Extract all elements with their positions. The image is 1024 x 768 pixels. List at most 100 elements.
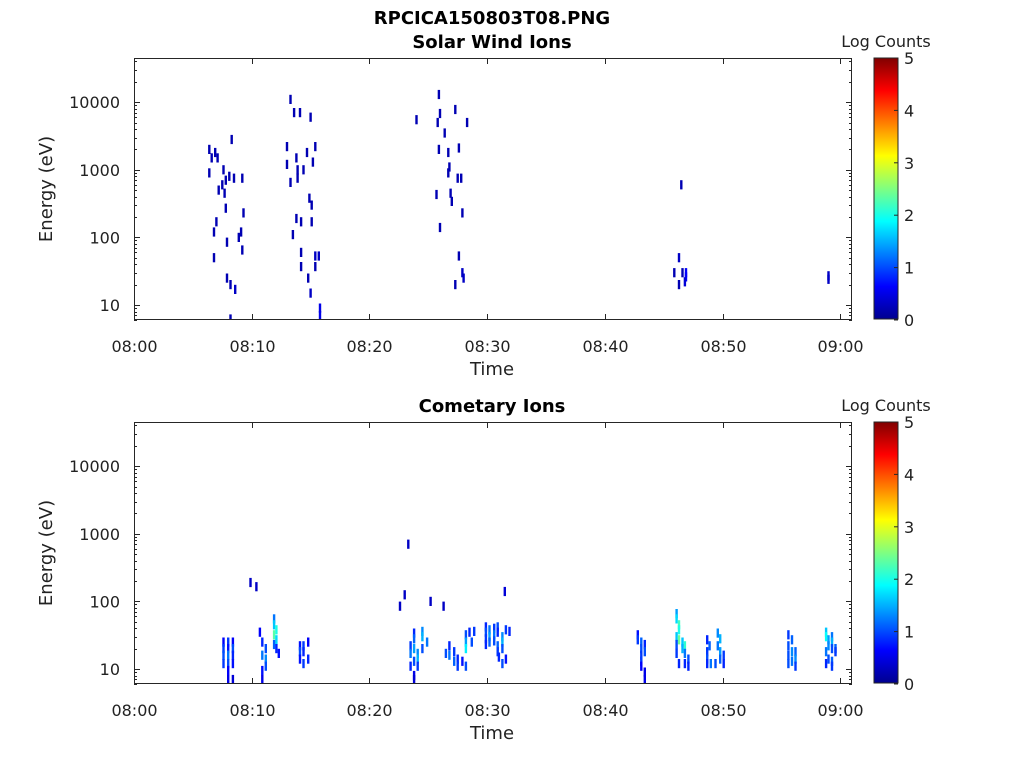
data-cell bbox=[640, 650, 643, 660]
data-cell bbox=[464, 644, 468, 654]
x-tick-label: 09:00 bbox=[817, 337, 863, 356]
data-cell bbox=[311, 157, 315, 167]
data-cell bbox=[681, 268, 684, 278]
y-tick-label: 100 bbox=[89, 592, 120, 611]
data-cell bbox=[442, 601, 445, 611]
y-tick-label: 10 bbox=[100, 296, 120, 315]
solar-wind-ions-panel: Solar Wind Ions 08:00 08:10 08:20 08:30 08:4… bbox=[36, 32, 931, 380]
data-cell bbox=[496, 647, 499, 657]
data-cell bbox=[687, 654, 690, 664]
data-cell bbox=[834, 647, 837, 657]
data-cell bbox=[456, 654, 459, 664]
data-cell bbox=[409, 641, 412, 651]
data-cell bbox=[824, 659, 828, 669]
data-cell bbox=[675, 639, 678, 650]
data-cell bbox=[208, 144, 211, 154]
data-cell bbox=[470, 637, 473, 647]
data-cell bbox=[830, 656, 834, 666]
data-cell bbox=[421, 626, 424, 636]
data-cell bbox=[461, 656, 464, 666]
x-tick-label: 08:20 bbox=[346, 337, 392, 356]
data-cell bbox=[298, 654, 302, 664]
data-cell bbox=[429, 596, 432, 606]
data-cell bbox=[210, 153, 213, 163]
data-cell bbox=[222, 165, 225, 175]
colorbar-tick-label: 0 bbox=[904, 675, 914, 694]
data-cell bbox=[436, 117, 439, 128]
data-cell bbox=[261, 674, 264, 684]
data-cell bbox=[673, 268, 676, 278]
data-cell bbox=[308, 193, 311, 203]
data-cell bbox=[298, 108, 302, 118]
data-cell bbox=[412, 674, 416, 684]
data-cell bbox=[503, 586, 506, 597]
y-tick-label: 10000 bbox=[69, 457, 120, 476]
data-cell bbox=[719, 654, 722, 664]
data-cell bbox=[299, 217, 303, 227]
data-cell bbox=[314, 251, 317, 261]
data-cell bbox=[227, 644, 230, 654]
data-cell bbox=[437, 89, 441, 100]
data-cell bbox=[310, 217, 313, 227]
data-cell bbox=[465, 117, 469, 128]
data-cell bbox=[415, 115, 418, 125]
data-cell bbox=[484, 639, 488, 650]
data-cell bbox=[412, 644, 416, 654]
data-cell bbox=[289, 94, 292, 104]
colorbar-tick-label: 4 bbox=[904, 101, 914, 120]
data-cell bbox=[277, 648, 280, 658]
data-cell bbox=[299, 247, 303, 257]
data-cell bbox=[677, 659, 681, 669]
data-cell bbox=[447, 147, 450, 158]
y-tick-label: 10000 bbox=[69, 93, 120, 112]
data-cell bbox=[677, 635, 681, 645]
data-cell bbox=[790, 656, 794, 666]
y-axis-label: Energy (eV) bbox=[36, 136, 57, 242]
data-cell bbox=[830, 637, 834, 647]
colorbar-label: Log Counts bbox=[841, 32, 931, 51]
data-cell bbox=[438, 108, 442, 119]
data-cell bbox=[437, 144, 441, 154]
data-cell bbox=[677, 625, 681, 635]
colorbar-tick-label: 0 bbox=[904, 311, 914, 330]
y-axis: 10 100 1000 10000 bbox=[69, 425, 852, 685]
data-cell bbox=[272, 630, 276, 640]
data-cell bbox=[830, 632, 834, 642]
colorbar-tick-label: 2 bbox=[904, 206, 914, 225]
colorbar-tick-label: 3 bbox=[904, 518, 914, 537]
data-cell bbox=[787, 641, 790, 651]
data-cell bbox=[719, 647, 722, 657]
data-cell bbox=[416, 661, 419, 671]
data-cell bbox=[222, 644, 225, 654]
data-cell bbox=[264, 654, 267, 664]
x-axis-label: Time bbox=[469, 359, 514, 380]
data-cell bbox=[227, 674, 230, 684]
data-cell bbox=[460, 173, 463, 183]
data-cell bbox=[285, 159, 289, 169]
data-cell bbox=[215, 217, 218, 227]
data-cell bbox=[227, 650, 230, 660]
data-cell bbox=[272, 639, 276, 650]
data-cell bbox=[249, 577, 252, 588]
data-cell bbox=[227, 665, 230, 676]
colorbar bbox=[873, 421, 899, 684]
data-cell bbox=[454, 280, 457, 290]
data-cell bbox=[435, 189, 438, 200]
data-cell bbox=[677, 620, 681, 630]
data-cell bbox=[302, 165, 305, 175]
x-tick-label: 08:30 bbox=[464, 701, 510, 720]
data-cell bbox=[398, 601, 402, 611]
data-cell bbox=[289, 177, 292, 187]
data-cell bbox=[504, 625, 508, 635]
data-cell bbox=[412, 634, 416, 644]
data-cell bbox=[683, 641, 687, 651]
data-cell bbox=[261, 650, 264, 660]
data-cell bbox=[448, 162, 451, 172]
data-cell bbox=[497, 652, 501, 662]
data-cell bbox=[314, 142, 317, 152]
data-cell bbox=[229, 314, 232, 320]
x-tick-label: 08:40 bbox=[582, 337, 628, 356]
data-cell bbox=[473, 626, 476, 636]
data-cell bbox=[830, 661, 834, 671]
data-cell bbox=[722, 659, 725, 669]
